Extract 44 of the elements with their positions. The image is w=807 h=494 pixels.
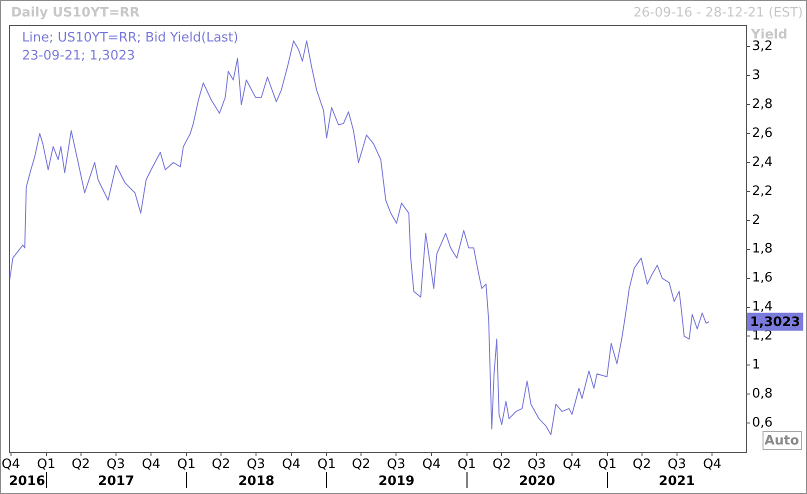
x-tick-label: Q1 (458, 457, 476, 472)
x-tick-label: Q1 (36, 457, 56, 472)
x2-tick-label: 2019 (378, 474, 415, 490)
x-tick-label: Q4 (562, 457, 582, 472)
x-tick-label: Q1 (317, 457, 336, 472)
x2-tick-label: 2017 (98, 474, 134, 490)
y-tick-label: 2,8 (752, 96, 773, 112)
x-tick-label: Q2 (352, 457, 370, 472)
x-tick-label: Q2 (72, 457, 90, 472)
x2-tick-label: 2021 (658, 474, 695, 490)
series-label: Line; US10YT=RR; Bid Yield(Last) (22, 30, 238, 46)
x-tick-label: Q2 (212, 457, 230, 472)
x-tick-label: Q4 (282, 457, 301, 472)
text: Auto (764, 433, 800, 448)
x-tick-label: Q3 (668, 457, 686, 472)
x-tick-label: Q3 (386, 457, 406, 472)
y-tick-label: 2,6 (752, 126, 773, 141)
y-tick-label: 3 (752, 68, 760, 84)
x-tick-label: Q3 (527, 457, 546, 472)
text: 1,3023 (750, 315, 800, 330)
y-tick-label: 0,8 (752, 386, 773, 402)
y-tick-label: 2 (752, 212, 760, 228)
x-tick-label: Q4 (422, 457, 441, 472)
y-tick-label: 2,4 (752, 154, 773, 170)
y-tick-label: 1,8 (752, 242, 773, 257)
x2-tick-label: 2020 (518, 474, 556, 490)
y-tick-label: 0,6 (752, 415, 773, 430)
x-tick-label: Q2 (492, 457, 511, 472)
x-tick-label: Q4 (142, 457, 160, 472)
x-tick-label: Q1 (177, 457, 196, 472)
x-tick-label: Q4 (2, 457, 20, 472)
x2-tick-label: 2018 (238, 474, 274, 490)
x-tick-label: Q1 (598, 457, 617, 472)
annotation: 23-09-21; 1,3023 (22, 48, 136, 64)
x-tick-label: Q3 (246, 457, 266, 472)
x-tick-label: Q2 (632, 457, 652, 472)
y-tick-label: 1,6 (752, 270, 773, 286)
y-tick-label: 2,2 (752, 184, 773, 199)
x-tick-label: Q4 (702, 457, 722, 472)
y-tick-label: 1 (752, 358, 760, 373)
x2-tick-label: 2016 (8, 474, 46, 490)
y-tick-label: 1,4 (752, 300, 773, 315)
x-tick-label: Q3 (106, 457, 126, 472)
y-tick-label: 3,2 (752, 39, 773, 54)
